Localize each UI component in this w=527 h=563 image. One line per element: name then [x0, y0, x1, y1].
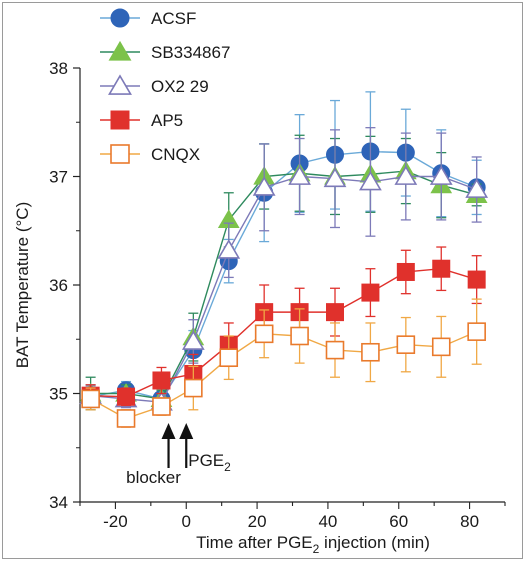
x-axis-title-tail: injection (min): [319, 533, 430, 552]
annotations: blocker PGE2: [126, 423, 231, 487]
data-point: [467, 322, 486, 341]
data-point: [429, 165, 453, 185]
data-point: [184, 378, 203, 398]
data-point: [396, 262, 415, 281]
x-tick-label: 60: [389, 512, 408, 531]
legend-entry-cnqx: CNQX: [100, 144, 200, 164]
legend-entry-ap5: AP5: [100, 110, 183, 130]
annotation-label-pge2: PGE2: [188, 451, 231, 474]
legend-entry-acsf: ACSF: [100, 8, 196, 28]
x-tick-label: 80: [460, 512, 479, 531]
legend-marker: [110, 144, 130, 164]
data-point: [152, 397, 171, 416]
legend-label: ACSF: [151, 9, 196, 28]
legend-label: SB334867: [151, 43, 230, 62]
arrow-head: [161, 423, 176, 439]
y-axis-title: BAT Temperature (°C): [13, 202, 32, 368]
legend-label: OX2 29: [151, 77, 209, 96]
legend: ACSF SB334867 OX2 29 AP5 CNQX: [100, 8, 230, 164]
data-point: [361, 342, 380, 362]
arrow-head: [179, 423, 194, 439]
data-point: [323, 167, 347, 188]
y-tick-label: 37: [49, 168, 68, 187]
annotation-label-subscript: 2: [224, 460, 231, 474]
series-line: [90, 175, 477, 403]
data-point: [325, 340, 345, 360]
data-point: [326, 303, 344, 322]
data-point: [81, 389, 100, 409]
data-point: [152, 371, 171, 390]
data-point: [254, 324, 274, 344]
legend-entry-ox2-29: OX2 29: [100, 74, 209, 96]
x-tick-label: 40: [318, 512, 337, 531]
annotation-arrow-0: [161, 423, 176, 468]
data-point: [116, 409, 136, 428]
y-tick-label: 34: [49, 493, 68, 512]
series-cnqx: [81, 298, 486, 428]
legend-label: CNQX: [151, 145, 200, 164]
data-point: [431, 337, 451, 357]
axes: 34 35 36 37 38 -20 0 20 40 60 80: [49, 59, 506, 531]
annotation-arrow-1: [179, 423, 194, 468]
x-tick-label: 20: [248, 512, 267, 531]
legend-marker: [108, 40, 132, 61]
y-tick-label: 35: [49, 385, 68, 404]
data-point: [396, 335, 416, 354]
data-point: [219, 348, 239, 367]
y-tick-label: 38: [49, 59, 68, 78]
series-line: [90, 150, 477, 400]
legend-marker: [110, 8, 130, 28]
annotation-label-blocker: blocker: [126, 468, 181, 487]
data-point: [290, 326, 309, 346]
data-point: [217, 239, 241, 259]
annotation-label-main: PGE: [188, 451, 224, 470]
data-point: [467, 270, 486, 289]
legend-label: AP5: [151, 111, 183, 130]
legend-entry-sb334867: SB334867: [100, 40, 230, 62]
series-line: [90, 170, 477, 400]
series-acsf: [81, 91, 486, 411]
x-axis-title-main: Time after PGE: [196, 533, 313, 552]
data-point: [432, 259, 451, 278]
y-tick-label: 36: [49, 276, 68, 295]
data-point: [288, 165, 311, 185]
series-layer: [79, 91, 489, 428]
legend-marker: [110, 110, 130, 130]
series-line: [90, 268, 477, 398]
data-point: [117, 387, 136, 406]
data-point: [361, 283, 380, 302]
series-ap5: [81, 246, 486, 408]
legend-marker: [108, 74, 132, 95]
data-point: [465, 178, 489, 198]
data-point: [252, 176, 276, 196]
data-point: [394, 165, 418, 185]
figure-frame: [2, 2, 523, 559]
x-axis-title: Time after PGE2 injection (min): [196, 533, 430, 556]
series-line: [90, 331, 477, 420]
data-point: [359, 170, 382, 191]
x-tick-label: 0: [182, 512, 191, 531]
series-ox2-29: [79, 127, 489, 412]
x-axis-title-subscript: 2: [313, 542, 320, 556]
data-point: [181, 330, 205, 350]
x-tick-label: -20: [103, 512, 128, 531]
